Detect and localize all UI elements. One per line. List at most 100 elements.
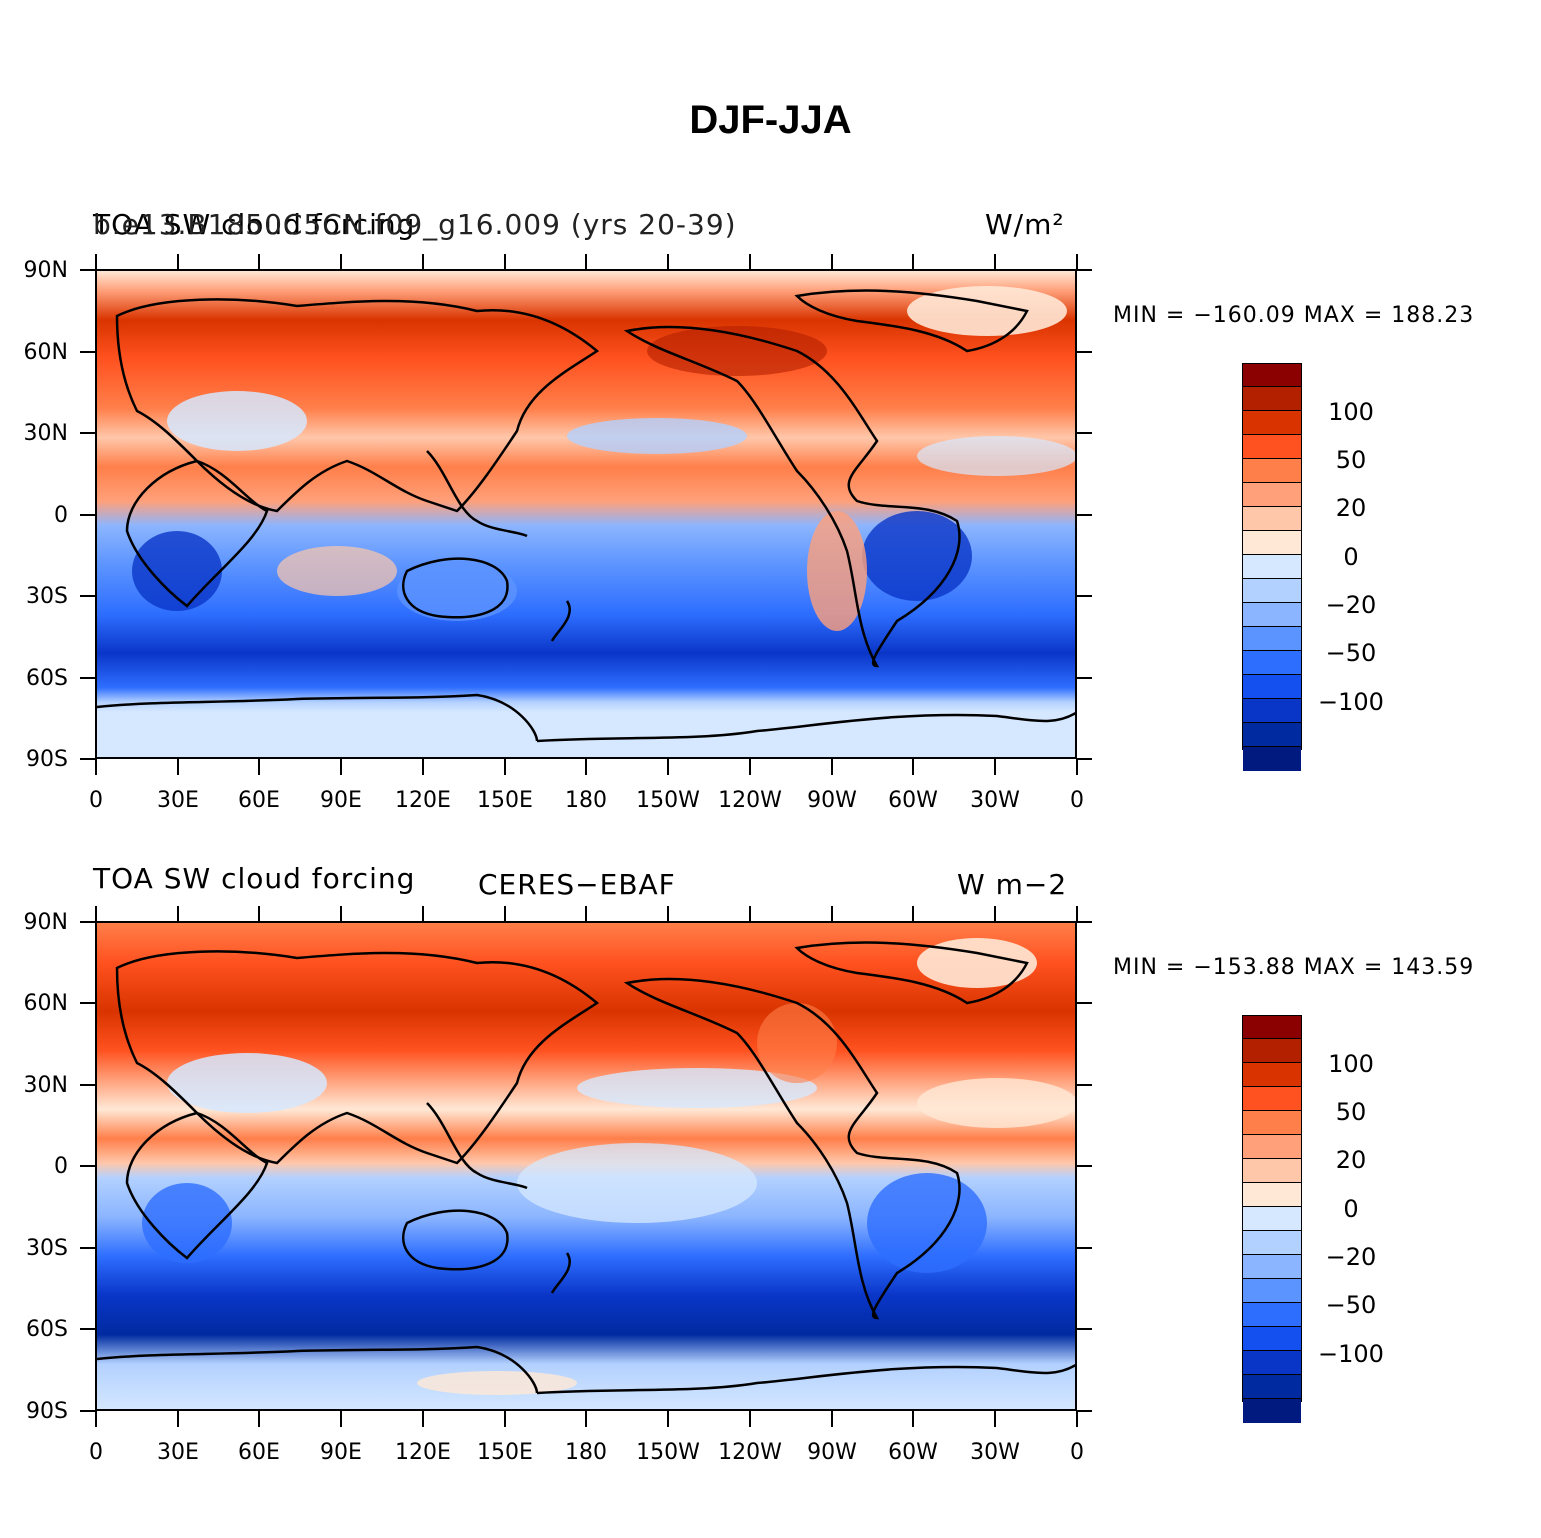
lat-label: 90N <box>23 258 68 283</box>
colorbar-label: −100 <box>1318 688 1384 716</box>
colorbar-swatch <box>1243 1351 1301 1375</box>
lon-label: 60E <box>238 788 280 813</box>
colorbar-swatch <box>1243 387 1301 411</box>
colorbar-label: 0 <box>1343 543 1359 571</box>
colorbar-swatch <box>1243 1039 1301 1063</box>
colorbar-label: −50 <box>1325 1291 1377 1319</box>
lat-label: 90N <box>23 910 68 935</box>
colorbar-swatch <box>1243 1399 1301 1423</box>
map-plot-model <box>95 269 1077 759</box>
lat-label: 30N <box>23 421 68 446</box>
colorbar-swatch <box>1243 507 1301 531</box>
lat-label: 30S <box>26 584 68 609</box>
min-max-readout: MIN = −153.88 MAX = 143.59 <box>1113 955 1475 980</box>
colorbar-swatch <box>1243 483 1301 507</box>
colorbar-label: −100 <box>1318 1340 1384 1368</box>
lat-label: 0 <box>54 1154 68 1179</box>
lat-label: 30S <box>26 1236 68 1261</box>
lon-label: 180 <box>565 788 607 813</box>
colorbar-label: 50 <box>1335 446 1367 474</box>
colorbar-swatch <box>1243 1159 1301 1183</box>
lon-label: 30W <box>970 1440 1020 1465</box>
colorbar-swatch <box>1243 1375 1301 1399</box>
lon-label: 90E <box>320 788 362 813</box>
lat-label: 0 <box>54 503 68 528</box>
panel-left-title: TOA SW cloud forcing <box>93 208 416 241</box>
field-map-model <box>97 271 1075 757</box>
lon-label: 0 <box>89 1440 103 1465</box>
lon-label: 120E <box>395 1440 451 1465</box>
lon-label: 150E <box>477 1440 533 1465</box>
colorbar-swatch <box>1243 1255 1301 1279</box>
colorbar-label: 20 <box>1335 1146 1367 1174</box>
lon-label: 60W <box>888 788 938 813</box>
colorbar-swatch <box>1243 1327 1301 1351</box>
colorbar-swatch <box>1243 699 1301 723</box>
field-map-obs <box>97 923 1075 1409</box>
colorbar-swatch <box>1243 1016 1301 1039</box>
lon-label: 60W <box>888 1440 938 1465</box>
lat-label: 90S <box>26 747 68 772</box>
lon-label: 120E <box>395 788 451 813</box>
colorbar-swatch <box>1243 1231 1301 1255</box>
lon-label: 30E <box>157 1440 199 1465</box>
lon-label: 0 <box>89 788 103 813</box>
colorbar-label: 0 <box>1343 1195 1359 1223</box>
lon-label: 30E <box>157 788 199 813</box>
colorbar-swatch <box>1243 1207 1301 1231</box>
colorbar <box>1242 1015 1302 1423</box>
lon-label: 90W <box>807 788 857 813</box>
lon-label: 90W <box>807 1440 857 1465</box>
colorbar-label: 100 <box>1328 398 1374 426</box>
colorbar-label: 50 <box>1335 1098 1367 1126</box>
lon-label: 150W <box>636 788 700 813</box>
colorbar-swatch <box>1243 1111 1301 1135</box>
lon-label: 120W <box>718 1440 782 1465</box>
colorbar-swatch <box>1243 364 1301 387</box>
colorbar-swatch <box>1243 1135 1301 1159</box>
colorbar-swatch <box>1243 459 1301 483</box>
colorbar-label: 20 <box>1335 494 1367 522</box>
panel-units: W/m² <box>985 208 1065 241</box>
colorbar-swatch <box>1243 627 1301 651</box>
colorbar-swatch <box>1243 1279 1301 1303</box>
min-max-readout: MIN = −160.09 MAX = 188.23 <box>1113 303 1475 328</box>
colorbar <box>1242 363 1302 771</box>
lon-label: 150E <box>477 788 533 813</box>
colorbar-label: −50 <box>1325 639 1377 667</box>
colorbar-label: −20 <box>1325 1243 1377 1271</box>
colorbar-swatch <box>1243 1183 1301 1207</box>
colorbar-swatch <box>1243 531 1301 555</box>
colorbar-swatch <box>1243 435 1301 459</box>
colorbar-swatch <box>1243 579 1301 603</box>
lon-label: 120W <box>718 788 782 813</box>
colorbar-swatch <box>1243 555 1301 579</box>
panel-units: W m−2 <box>957 868 1068 901</box>
colorbar-swatch <box>1243 675 1301 699</box>
map-plot-obs <box>95 921 1077 1411</box>
lon-label: 150W <box>636 1440 700 1465</box>
lon-label: 60E <box>238 1440 280 1465</box>
colorbar-swatch <box>1243 747 1301 771</box>
panel-center-title: CERES−EBAF <box>478 868 676 901</box>
lon-label: 30W <box>970 788 1020 813</box>
colorbar-label: 100 <box>1328 1050 1374 1078</box>
colorbar-label: −20 <box>1325 591 1377 619</box>
lat-label: 90S <box>26 1399 68 1424</box>
lat-label: 30N <box>23 1073 68 1098</box>
colorbar-swatch <box>1243 1063 1301 1087</box>
panel-center-title: b.e13.B1850C5CN.f09_g16.009 (yrs 20-39) <box>93 208 737 241</box>
colorbar-swatch <box>1243 1087 1301 1111</box>
colorbar-swatch <box>1243 1303 1301 1327</box>
lat-label: 60N <box>23 991 68 1016</box>
figure-title: DJF-JJA <box>689 98 852 142</box>
lon-label: 180 <box>565 1440 607 1465</box>
colorbar-swatch <box>1243 651 1301 675</box>
colorbar-swatch <box>1243 603 1301 627</box>
lat-label: 60S <box>26 1317 68 1342</box>
panel-left-title: TOA SW cloud forcing <box>93 862 416 895</box>
lon-label: 0 <box>1070 1440 1084 1465</box>
colorbar-swatch <box>1243 411 1301 435</box>
colorbar-swatch <box>1243 723 1301 747</box>
lat-label: 60N <box>23 340 68 365</box>
